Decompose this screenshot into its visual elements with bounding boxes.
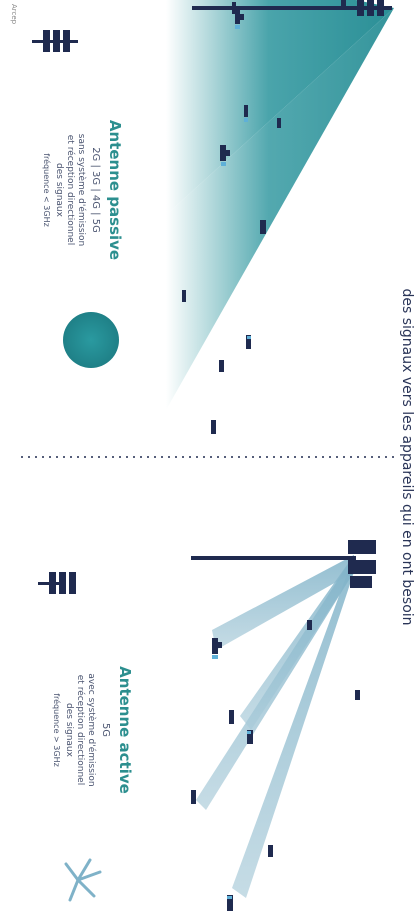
- passive-description-line-2: et réception directionnel: [65, 134, 75, 246]
- passive-description-line-1: sans système d'émission: [76, 133, 86, 247]
- passive-device-highlights: [221, 25, 251, 339]
- passive-coverage-fan: [166, 0, 394, 410]
- active-title: Antenne active: [116, 666, 134, 794]
- passive-antenna-mast: [192, 0, 392, 16]
- passive-title: Antenne passive: [106, 119, 124, 261]
- passive-signal-icon: [63, 312, 119, 368]
- passive-generations: 2G | 3G | 4G | 5G: [90, 147, 101, 233]
- passive-devices: [182, 10, 281, 434]
- active-frequency: fréquence > 3GHz: [52, 693, 61, 767]
- active-description-line-3: des signaux: [64, 703, 74, 757]
- active-antenna-mast: [191, 540, 376, 700]
- active-description-line-1: avec système d'émission: [86, 673, 96, 787]
- passive-frequency: fréquence < 3GHz: [42, 153, 51, 227]
- passive-description-line-3: des signaux: [54, 163, 64, 217]
- active-legend-antenna-icon: [38, 572, 76, 594]
- active-description-line-2: et réception directionnel: [75, 674, 85, 786]
- active-generations: 5G: [100, 722, 111, 738]
- active-beams: [196, 555, 354, 898]
- passive-legend-antenna-icon: [32, 30, 78, 52]
- active-signal-icon: [64, 858, 102, 902]
- source-footer: Arcep: [10, 4, 18, 25]
- active-devices: [191, 638, 273, 911]
- active-device-highlights: [212, 655, 251, 899]
